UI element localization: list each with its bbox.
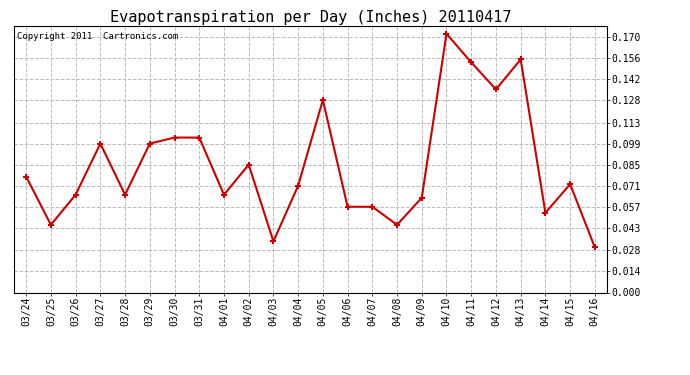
Title: Evapotranspiration per Day (Inches) 20110417: Evapotranspiration per Day (Inches) 2011… xyxy=(110,10,511,25)
Text: Copyright 2011  Cartronics.com: Copyright 2011 Cartronics.com xyxy=(17,32,178,40)
